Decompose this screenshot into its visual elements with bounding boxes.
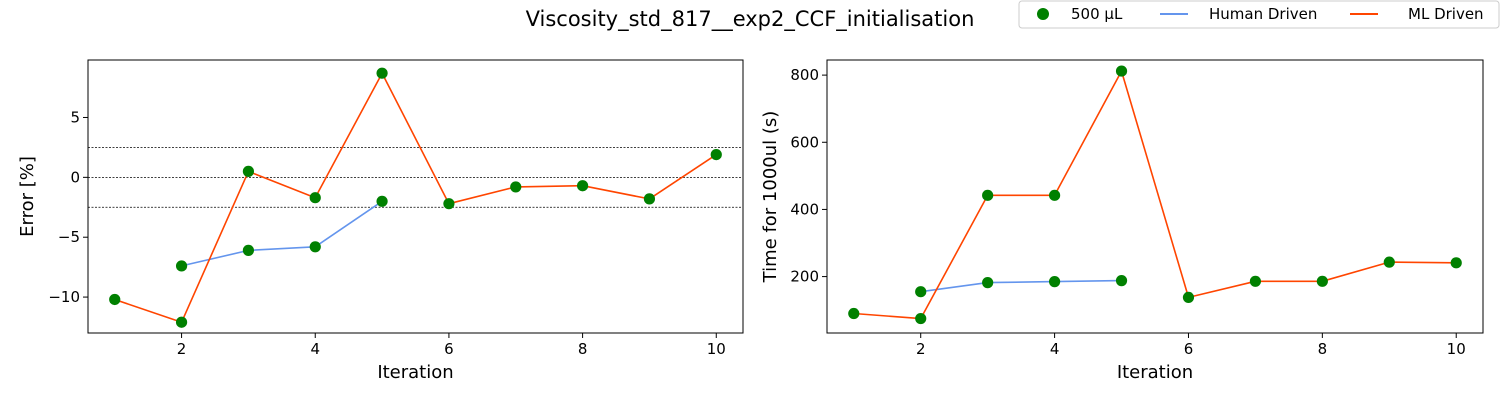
y-tick-label: 0 xyxy=(70,168,80,186)
y-tick-label: −5 xyxy=(58,228,80,246)
x-axis-label: Iteration xyxy=(1117,362,1193,383)
x-tick-label: 4 xyxy=(310,340,320,358)
plot-frame xyxy=(826,59,1484,334)
data-point-500ul xyxy=(443,198,455,210)
data-point-500ul xyxy=(376,67,388,79)
legend: 500 µL Human Driven ML Driven xyxy=(1018,0,1500,29)
human-driven-line xyxy=(920,279,1122,293)
data-point-500ul xyxy=(1048,189,1061,201)
data-point-500ul xyxy=(643,193,656,205)
legend-entry-ml-driven: ML Driven xyxy=(1350,5,1484,23)
legend-entry-human-driven: Human Driven xyxy=(1160,5,1317,23)
time-panel: 2 4 6 8 10 200 400 600 800 Iteration Time for 1000… xyxy=(760,59,1484,383)
y-axis-label: Error [%] xyxy=(17,156,38,237)
ml-driven-line xyxy=(114,72,717,324)
chart-title: Viscosity_std_817__exp2_CCF_initialisati… xyxy=(526,7,975,32)
x-tick-label: 4 xyxy=(1050,340,1060,358)
data-point-500ul xyxy=(982,189,994,201)
y-tick-label: 800 xyxy=(790,66,819,84)
data-point-500ul xyxy=(1115,65,1128,77)
y-tick-label: 600 xyxy=(790,133,819,151)
data-point-500ul xyxy=(1182,291,1195,304)
data-point-500ul xyxy=(1249,275,1262,287)
data-point-500ul xyxy=(175,260,188,272)
x-tick-label: 10 xyxy=(707,340,726,358)
legend-label: 500 µL xyxy=(1071,5,1123,23)
legend-label: Human Driven xyxy=(1209,5,1317,23)
legend-entry-500ul: 500 µL xyxy=(1037,5,1123,23)
data-point-500ul xyxy=(1316,275,1328,287)
legend-marker-icon xyxy=(1037,8,1049,20)
ml-driven-line xyxy=(853,70,1457,320)
x-tick-label: 8 xyxy=(578,340,588,358)
data-point-500ul xyxy=(576,180,589,192)
legend-label: ML Driven xyxy=(1408,5,1484,23)
data-point-500ul xyxy=(915,286,927,298)
data-point-500ul xyxy=(848,307,860,320)
data-point-500ul xyxy=(376,195,388,207)
data-point-500ul xyxy=(1048,276,1061,288)
data-point-500ul xyxy=(510,181,522,193)
data-point-500ul xyxy=(109,293,121,306)
data-point-500ul xyxy=(982,277,994,289)
legend-frame xyxy=(1018,0,1500,29)
plot-frame xyxy=(87,59,744,334)
human-driven-line xyxy=(181,200,383,267)
data-point-500ul xyxy=(1450,257,1462,269)
data-point-500ul xyxy=(1383,256,1395,268)
y-tick-label: 400 xyxy=(790,200,819,218)
x-tick-label: 6 xyxy=(1184,340,1194,358)
x-tick-label: 6 xyxy=(444,340,454,358)
data-point-500ul xyxy=(309,192,321,204)
y-tick-label: 200 xyxy=(790,268,819,286)
x-tick-label: 2 xyxy=(916,340,926,358)
data-point-500ul xyxy=(915,312,927,325)
y-axis-label: Time for 1000ul (s) xyxy=(760,111,781,284)
data-point-500ul xyxy=(309,241,321,253)
error-panel: 2 4 6 8 10 −10 −5 0 5 Iteration Error [%] xyxy=(17,59,744,383)
data-point-500ul xyxy=(710,148,722,161)
data-point-500ul xyxy=(242,244,255,256)
data-point-500ul xyxy=(175,316,188,328)
y-tick-label: −10 xyxy=(48,288,80,306)
y-tick-label: 5 xyxy=(70,108,80,126)
x-tick-label: 10 xyxy=(1447,340,1466,358)
data-point-500ul xyxy=(1115,275,1128,287)
x-tick-label: 2 xyxy=(177,340,187,358)
x-tick-label: 8 xyxy=(1318,340,1328,358)
x-axis-label: Iteration xyxy=(377,362,453,383)
data-point-500ul xyxy=(242,165,255,177)
